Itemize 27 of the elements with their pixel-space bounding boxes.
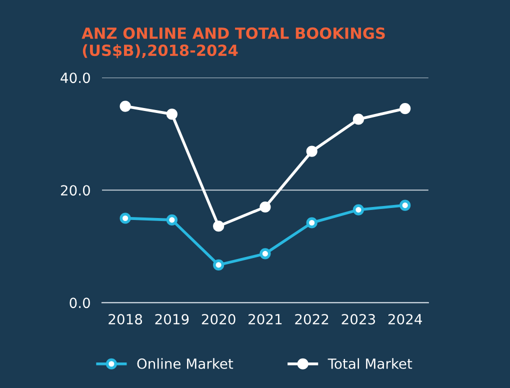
x-tick-label: 2019: [155, 314, 189, 324]
point: [166, 108, 178, 120]
chart-title: ANZ ONLINE AND TOTAL BOOKINGS (US$B),2018-2024: [82, 27, 385, 58]
point: [213, 220, 224, 232]
point: [306, 146, 318, 157]
x-tick-label: 2018: [108, 314, 142, 324]
x-tick-label: 2020: [202, 314, 236, 324]
point: [306, 217, 318, 228]
x-tick-label: 2022: [295, 314, 328, 324]
point: [120, 212, 131, 224]
point: [352, 114, 364, 125]
point: [400, 102, 411, 114]
point: [120, 100, 131, 112]
point: [213, 259, 224, 271]
y-tick-label: 40.0: [60, 72, 90, 84]
y-tick-label: 20.0: [60, 185, 90, 196]
point: [260, 201, 271, 213]
legend-label: Online Market: [137, 358, 234, 369]
y-tick-label: 0.0: [70, 298, 90, 308]
point: [400, 200, 411, 211]
legend-label: Total Market: [328, 358, 412, 369]
point: [352, 204, 364, 216]
point: [166, 214, 178, 226]
x-tick-label: 2023: [342, 314, 376, 324]
point: [260, 248, 271, 260]
x-tick-label: 2021: [248, 314, 282, 324]
x-tick-label: 2024: [388, 314, 422, 324]
